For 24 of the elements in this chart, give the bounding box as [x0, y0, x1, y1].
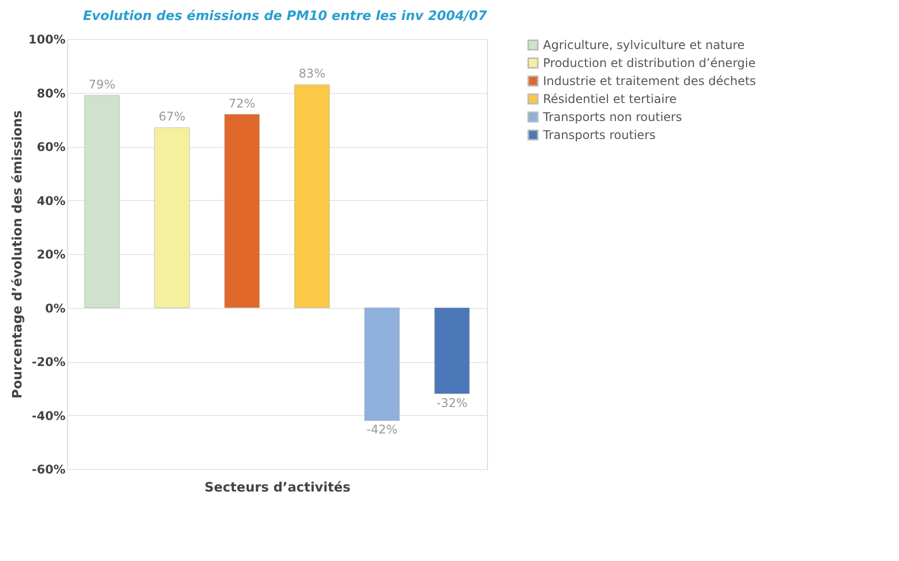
y-tick-label: 80% — [36, 86, 66, 100]
legend-label: Industrie et traitement des déchets — [543, 74, 756, 88]
legend-label: Transports non routiers — [542, 110, 682, 124]
data-label: 83% — [298, 66, 326, 81]
y-tick-label: 40% — [36, 194, 66, 208]
y-tick-label: -60% — [32, 462, 66, 476]
data-label: 67% — [158, 110, 186, 124]
data-label: 72% — [228, 96, 256, 110]
y-tick-label: 100% — [28, 32, 66, 46]
data-label: 79% — [88, 77, 116, 92]
legend-label: Production et distribution d’énergie — [543, 56, 756, 70]
y-tick-label: 20% — [36, 248, 66, 262]
data-label: -32% — [436, 396, 468, 410]
y-axis-title: Pourcentage d’évolution des émissions — [10, 110, 26, 399]
legend-label: Transports routiers — [542, 128, 656, 142]
legend-label: Résidentiel et tertiaire — [543, 92, 677, 106]
legend-label: Agriculture, sylviculture et nature — [543, 38, 745, 52]
y-tick-label: 0% — [45, 301, 66, 316]
chart-title: Evolution des émissions de PM10 entre les inv 2004/07 — [82, 9, 488, 24]
data-label: -42% — [366, 422, 398, 437]
y-tick-label: 60% — [36, 140, 66, 154]
x-axis-title: Secteurs d’activités — [204, 480, 351, 496]
y-tick-label: -40% — [32, 408, 66, 423]
y-tick-label: -20% — [32, 355, 66, 369]
